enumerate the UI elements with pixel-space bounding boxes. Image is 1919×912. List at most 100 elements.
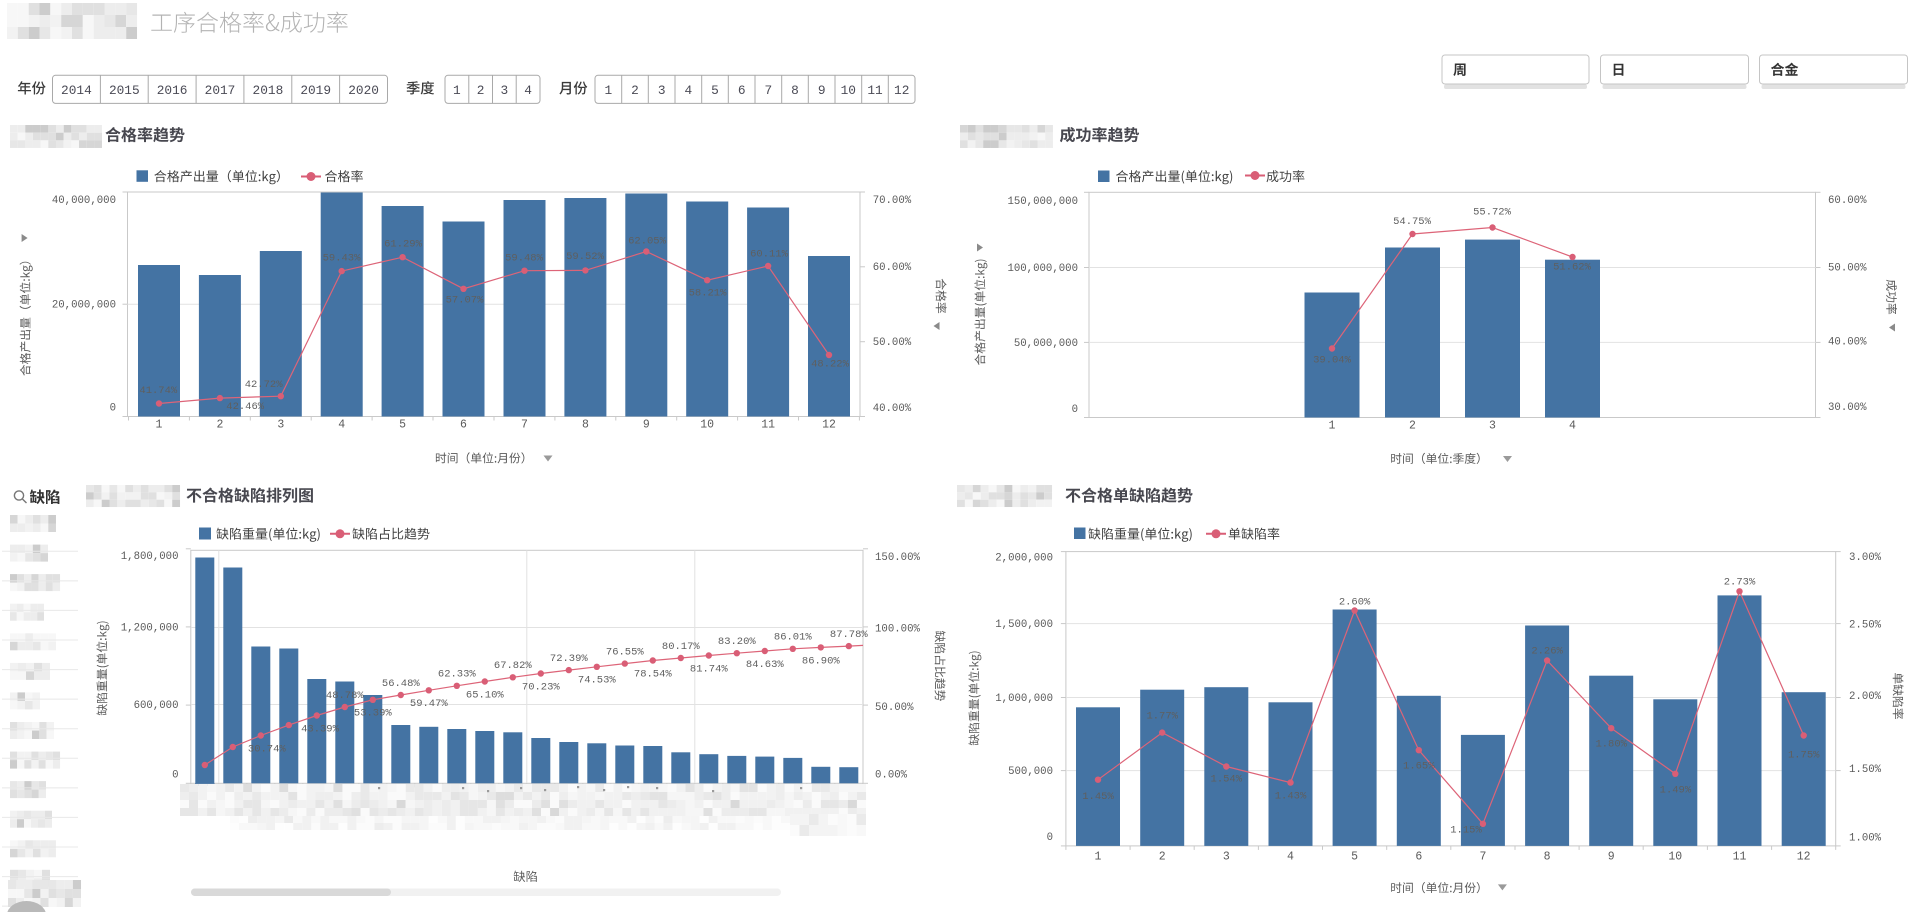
svg-text:7: 7 xyxy=(1479,851,1486,864)
svg-text:9: 9 xyxy=(818,83,826,98)
svg-text:2.26%: 2.26% xyxy=(1531,645,1563,657)
svg-text:3: 3 xyxy=(1489,419,1496,432)
svg-text:9: 9 xyxy=(1608,851,1615,864)
svg-text:84.63%: 84.63% xyxy=(746,659,785,671)
svg-text:56.48%: 56.48% xyxy=(382,678,421,690)
svg-text:67.82%: 67.82% xyxy=(494,660,533,672)
svg-text:2: 2 xyxy=(631,83,639,98)
svg-text:54.75%: 54.75% xyxy=(1393,216,1432,228)
svg-text:76.55%: 76.55% xyxy=(606,647,645,659)
svg-text:8: 8 xyxy=(582,419,589,432)
svg-text:1.43%: 1.43% xyxy=(1275,791,1307,803)
svg-text:3: 3 xyxy=(277,419,284,432)
svg-text:50.00%: 50.00% xyxy=(1828,262,1867,274)
svg-text:1.77%: 1.77% xyxy=(1146,711,1178,723)
svg-text:41.74%: 41.74% xyxy=(139,385,178,397)
svg-text:8: 8 xyxy=(791,83,799,98)
svg-text:2.50%: 2.50% xyxy=(1849,619,1882,631)
svg-text:4: 4 xyxy=(1569,419,1576,432)
svg-text:65.10%: 65.10% xyxy=(466,689,505,701)
svg-text:40.00%: 40.00% xyxy=(873,403,912,415)
svg-text:4: 4 xyxy=(1287,851,1294,864)
svg-text:53.39%: 53.39% xyxy=(354,708,393,720)
svg-text:0: 0 xyxy=(1047,832,1053,844)
svg-text:70.23%: 70.23% xyxy=(522,681,561,693)
svg-text:2014: 2014 xyxy=(61,83,92,98)
svg-text:1,800,000: 1,800,000 xyxy=(121,551,179,563)
svg-text:60.00%: 60.00% xyxy=(1828,195,1867,207)
svg-text:1,500,000: 1,500,000 xyxy=(995,619,1053,631)
svg-text:150.00%: 150.00% xyxy=(875,552,920,564)
svg-text:1.65%: 1.65% xyxy=(1403,760,1435,772)
svg-text:48.78%: 48.78% xyxy=(326,690,365,702)
svg-text:51.62%: 51.62% xyxy=(1553,261,1592,273)
svg-text:1.00%: 1.00% xyxy=(1849,833,1882,845)
svg-text:1: 1 xyxy=(1095,851,1102,864)
svg-text:2: 2 xyxy=(1159,851,1166,864)
svg-text:60.11%: 60.11% xyxy=(750,248,789,260)
svg-text:42.46%: 42.46% xyxy=(226,401,265,413)
svg-text:3: 3 xyxy=(1223,851,1230,864)
svg-text:59.52%: 59.52% xyxy=(566,251,605,263)
svg-text:86.01%: 86.01% xyxy=(774,632,813,644)
svg-text:74.53%: 74.53% xyxy=(578,675,617,687)
svg-text:11: 11 xyxy=(1733,851,1747,864)
svg-text:3: 3 xyxy=(658,83,666,98)
svg-text:4: 4 xyxy=(684,83,692,98)
svg-text:62.33%: 62.33% xyxy=(438,669,477,681)
svg-text:1.50%: 1.50% xyxy=(1849,764,1882,776)
svg-text:7: 7 xyxy=(521,419,528,432)
svg-text:9: 9 xyxy=(643,419,650,432)
svg-text:3.00%: 3.00% xyxy=(1849,552,1882,564)
svg-text:57.07%: 57.07% xyxy=(446,294,485,306)
svg-text:1.75%: 1.75% xyxy=(1788,749,1820,761)
svg-text:1.49%: 1.49% xyxy=(1660,784,1692,796)
svg-text:40.00%: 40.00% xyxy=(1828,336,1867,348)
svg-text:59.48%: 59.48% xyxy=(505,252,544,264)
svg-text:2018: 2018 xyxy=(253,83,284,98)
svg-text:40,000,000: 40,000,000 xyxy=(52,195,116,207)
svg-text:10: 10 xyxy=(1668,851,1682,864)
svg-text:100,000,000: 100,000,000 xyxy=(1007,263,1078,275)
svg-text:3: 3 xyxy=(501,83,509,98)
svg-text:1,200,000: 1,200,000 xyxy=(121,623,179,635)
svg-text:1: 1 xyxy=(1329,419,1336,432)
svg-text:4: 4 xyxy=(524,83,532,98)
svg-text:48.22%: 48.22% xyxy=(811,358,850,370)
svg-text:10: 10 xyxy=(700,419,714,432)
svg-text:2.73%: 2.73% xyxy=(1724,576,1756,588)
svg-text:81.74%: 81.74% xyxy=(690,663,729,675)
svg-text:2.00%: 2.00% xyxy=(1849,691,1882,703)
svg-text:60.00%: 60.00% xyxy=(873,262,912,274)
svg-text:70.00%: 70.00% xyxy=(873,195,912,207)
svg-text:2017: 2017 xyxy=(205,83,236,98)
svg-text:2020: 2020 xyxy=(348,83,379,98)
svg-text:11: 11 xyxy=(867,83,883,98)
svg-text:500,000: 500,000 xyxy=(1008,766,1053,778)
svg-text:61.29%: 61.29% xyxy=(384,238,423,250)
svg-text:12: 12 xyxy=(822,419,836,432)
svg-text:6: 6 xyxy=(460,419,467,432)
svg-text:1: 1 xyxy=(604,83,612,98)
svg-text:5: 5 xyxy=(711,83,719,98)
svg-text:4: 4 xyxy=(338,419,345,432)
svg-text:30.74%: 30.74% xyxy=(248,743,287,755)
svg-text:2: 2 xyxy=(477,83,485,98)
svg-text:6: 6 xyxy=(738,83,746,98)
svg-text:11: 11 xyxy=(761,419,775,432)
svg-text:2016: 2016 xyxy=(157,83,188,98)
svg-text:150,000,000: 150,000,000 xyxy=(1007,196,1078,208)
svg-text:2: 2 xyxy=(1409,419,1416,432)
svg-text:72.39%: 72.39% xyxy=(550,653,589,665)
svg-text:1.80%: 1.80% xyxy=(1595,738,1627,750)
svg-text:1.15%: 1.15% xyxy=(1450,824,1482,836)
svg-text:30.00%: 30.00% xyxy=(1828,402,1867,414)
svg-text:100.00%: 100.00% xyxy=(875,623,920,635)
svg-text:1: 1 xyxy=(156,419,163,432)
svg-text:50.00%: 50.00% xyxy=(873,337,912,349)
svg-text:1.54%: 1.54% xyxy=(1211,773,1243,785)
svg-text:83.20%: 83.20% xyxy=(718,636,757,648)
svg-text:59.47%: 59.47% xyxy=(410,698,449,710)
svg-text:2,000,000: 2,000,000 xyxy=(995,552,1053,564)
svg-text:6: 6 xyxy=(1415,851,1422,864)
